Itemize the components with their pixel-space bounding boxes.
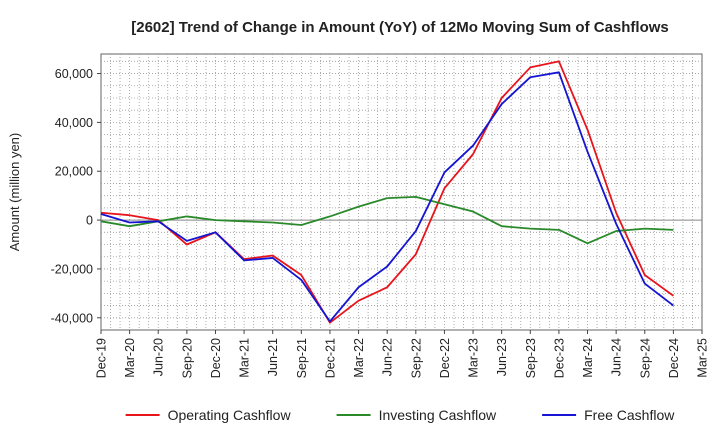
x-axis: Dec-19 Mar-20 Jun-20 Sep-20 Dec-20 Mar-21 Jun-… xyxy=(95,330,710,378)
x-tick-label: Mar-24 xyxy=(581,338,595,378)
x-tick-label: Sep-20 xyxy=(180,338,194,378)
x-tick-label: Sep-24 xyxy=(638,338,652,378)
x-tick-label: Dec-22 xyxy=(438,338,452,378)
y-tick-label: -20,000 xyxy=(51,262,93,276)
chart-title: [2602] Trend of Change in Amount (YoY) o… xyxy=(131,19,669,36)
x-tick-label: Mar-22 xyxy=(352,338,366,378)
x-tick-label: Sep-23 xyxy=(524,338,538,378)
legend-item: Investing Cashflow xyxy=(336,407,497,423)
x-tick-label: Sep-21 xyxy=(295,338,309,378)
series-line-investing-cashflow xyxy=(100,195,674,245)
y-tick-label: 60,000 xyxy=(55,67,93,81)
y-axis: 60,000 40,000 20,000 0 -20,000 -40,000 xyxy=(51,67,101,325)
x-tick-label: Dec-24 xyxy=(667,338,681,378)
x-tick-label: Jun-23 xyxy=(495,338,509,376)
series-lines xyxy=(100,60,674,324)
x-tick-label: Jun-20 xyxy=(152,338,166,376)
legend: Operating Cashflow Investing Cashflow Free… xyxy=(125,407,675,423)
x-tick-label: Jun-24 xyxy=(610,338,624,376)
x-tick-label: Dec-19 xyxy=(95,338,109,378)
x-tick-label: Mar-21 xyxy=(238,338,252,378)
y-tick-label: 40,000 xyxy=(55,116,93,130)
x-tick-label: Mar-25 xyxy=(696,338,710,378)
legend-label-operating-cashflow: Operating Cashflow xyxy=(168,407,292,423)
y-tick-label: 20,000 xyxy=(55,165,93,179)
gridlines xyxy=(101,54,702,330)
x-tick-label: Jun-21 xyxy=(266,338,280,376)
legend-label-free-cashflow: Free Cashflow xyxy=(584,407,675,423)
x-tick-label: Jun-22 xyxy=(381,338,395,376)
legend-item: Free Cashflow xyxy=(542,407,675,423)
x-tick-label: Mar-20 xyxy=(123,338,137,378)
x-tick-label: Dec-21 xyxy=(323,338,337,378)
series-line-free-cashflow xyxy=(100,71,674,323)
x-tick-label: Dec-20 xyxy=(209,338,223,378)
x-tick-label: Sep-22 xyxy=(409,338,423,378)
legend-label-investing-cashflow: Investing Cashflow xyxy=(379,407,497,423)
y-tick-label: -40,000 xyxy=(51,311,93,325)
legend-item: Operating Cashflow xyxy=(125,407,292,423)
x-tick-label: Dec-23 xyxy=(552,338,566,378)
series-line-operating-cashflow xyxy=(100,60,674,324)
x-tick-label: Mar-23 xyxy=(467,338,481,378)
y-axis-label: Amount (million yen) xyxy=(7,133,22,252)
y-tick-label: 0 xyxy=(86,214,93,228)
plot-area xyxy=(100,53,703,331)
